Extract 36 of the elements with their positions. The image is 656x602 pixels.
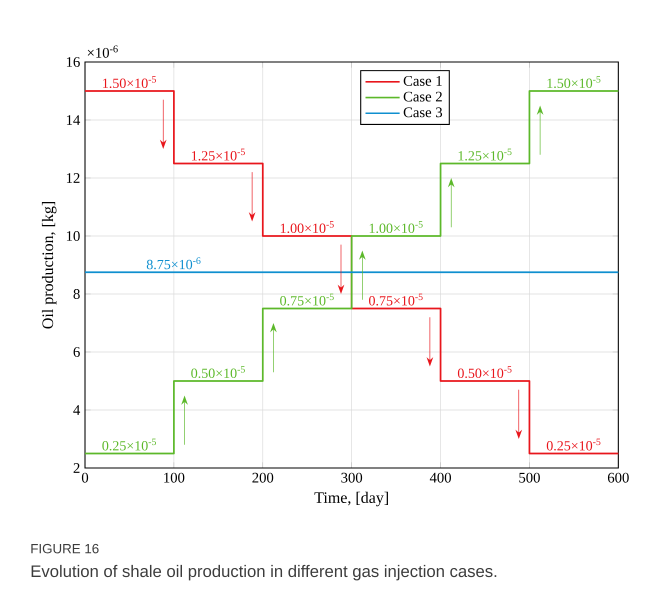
annotation: 0.50×10$^{-5}$ <box>191 366 245 378</box>
text: Evolution of shale oil production in different gas injection cases. <box>32 564 496 580</box>
x-tick-label: 500 <box>519 472 540 483</box>
y-axis-title: Oil production, [kg] <box>42 202 56 329</box>
y-tick-label: 8 <box>74 289 80 299</box>
annotation: 1.50×10$^{-5}$ <box>103 76 156 88</box>
annotation: 1.25×10$^{-5}$ <box>458 148 512 161</box>
y-tick-label: 14 <box>66 115 80 125</box>
y-tick-label: 6 <box>74 347 80 357</box>
x-tick-label: 0 <box>82 472 88 483</box>
legend-label: Case 1 <box>404 76 442 86</box>
annotation: 8.75×10$^{-6}$ <box>146 257 201 270</box>
x-axis-title: Time, [day] <box>314 492 388 506</box>
y-tick-label: 16 <box>66 57 80 67</box>
y-tick-label: 4 <box>73 405 80 415</box>
text: ×10$^{-6}$ <box>88 45 118 58</box>
x-tick-label: 200 <box>252 472 274 483</box>
y-tick-label: 2 <box>74 463 80 473</box>
y-tick-label: 10 <box>66 231 80 241</box>
x-tick-label: 400 <box>430 472 451 483</box>
annotation: 0.25×10$^{-5}$ <box>102 438 156 451</box>
annotation: 1.25×10$^{-5}$ <box>192 148 245 161</box>
x-tick-label: 600 <box>608 472 629 483</box>
annotation: 0.25×10$^{-5}$ <box>546 438 600 451</box>
caption: FIGURE 16 <box>31 544 99 554</box>
annotation: 1.00×10$^{-5}$ <box>280 221 334 234</box>
x-tick-label: 100 <box>164 472 184 483</box>
legend-label: Case 3 <box>404 107 442 118</box>
annotation: 0.50×10$^{-5}$ <box>458 366 512 378</box>
x-tick-label: 300 <box>341 472 362 483</box>
annotation: 0.75×10$^{-5}$ <box>369 294 423 306</box>
y-tick-label: 12 <box>66 173 80 183</box>
legend-label: Case 2 <box>404 92 442 102</box>
annotation: 1.00×10$^{-5}$ <box>370 221 423 234</box>
annotation: 1.50×10$^{-5}$ <box>548 76 600 88</box>
annotation: 0.75×10$^{-5}$ <box>280 294 334 306</box>
